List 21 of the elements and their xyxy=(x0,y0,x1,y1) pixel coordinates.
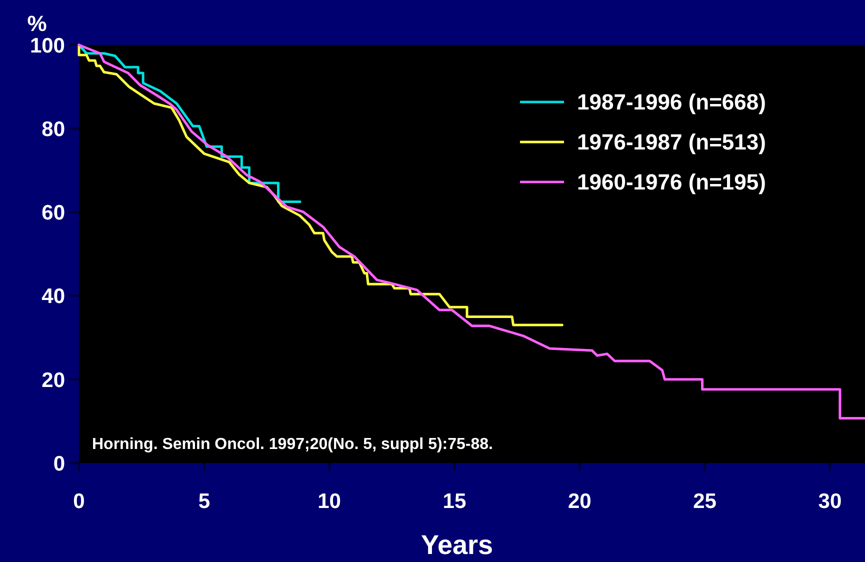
x-tick-label: 10 xyxy=(318,490,341,513)
y-tick-label: 100 xyxy=(30,34,65,58)
y-tick-label: 80 xyxy=(42,118,65,141)
x-tick-label: 0 xyxy=(73,490,85,513)
x-axis-title: Years xyxy=(420,530,494,560)
x-tick-label: 25 xyxy=(693,490,717,513)
x-tick-label: 30 xyxy=(818,490,842,513)
line-series xyxy=(78,44,564,326)
line-series xyxy=(78,44,865,420)
y-tick-label: 0 xyxy=(53,452,65,476)
y-axis-title: % xyxy=(27,11,47,36)
annotation: Horning. Semin Oncol. 1997;20(No. 5, suppl 5):75-88. xyxy=(92,436,493,453)
y-tick-label: 40 xyxy=(42,285,65,308)
y-tick-label: 60 xyxy=(42,202,65,225)
y-tick-label: 20 xyxy=(42,368,65,392)
legend-label: 1987-1996 (n=668) xyxy=(577,90,766,115)
legend-label: 1960-1976 (n=195) xyxy=(577,170,766,195)
x-tick-label: 20 xyxy=(568,490,592,513)
x-tick-label: 5 xyxy=(198,490,210,513)
x-tick-label: 15 xyxy=(442,490,466,513)
legend-label: 1976-1987 (n=513) xyxy=(577,130,766,155)
